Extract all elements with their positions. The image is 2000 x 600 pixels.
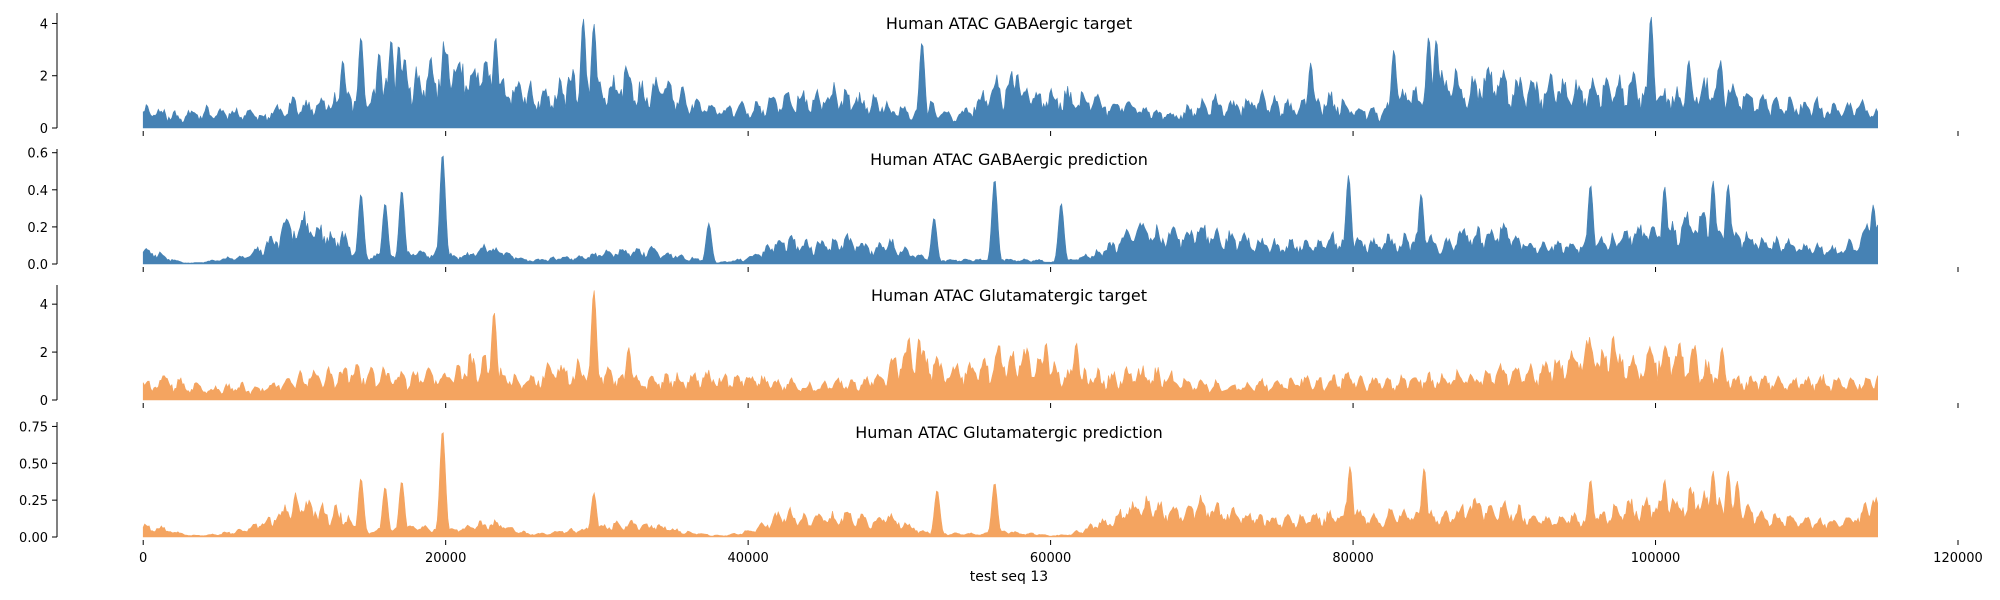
- x-tick-label-2: 20000: [425, 551, 466, 566]
- y-tick-label-2-1: 0.0: [27, 258, 48, 273]
- y-tick-label-1-1: 0: [40, 122, 48, 137]
- x-tick-label-1: 0: [139, 551, 147, 566]
- y-tick-label-2-4: 0.6: [27, 147, 48, 162]
- y-tick-label-2-3: 0.4: [27, 184, 48, 199]
- chart-panels: 024 Human ATAC GABAergic target0.00.20.40…: [19, 13, 1983, 566]
- x-tick-label-7: 120000: [1933, 551, 1983, 566]
- panel-title-2: Human ATAC GABAergic prediction: [870, 150, 1148, 169]
- chart-panel-2: 0.0 0.2 0.4 0.6 Human ATAC GABAergic predict…: [27, 147, 1959, 273]
- chart-panel-4: 0.00 0.25 0.50 0.75 Human ATAC Glutamatergic…: [19, 420, 1959, 546]
- y-tick-label-4-2: 0.25: [19, 494, 48, 509]
- panel-title-4: Human ATAC Glutamatergic prediction: [855, 423, 1163, 442]
- x-tick-label-5: 80000: [1332, 551, 1373, 566]
- y-tick-label-3-1: 0: [40, 394, 48, 409]
- y-tick-label-3-3: 4: [40, 298, 48, 313]
- y-tick-label-1-2: 2: [40, 70, 48, 85]
- panel-title-3: Human ATAC Glutamatergic target: [871, 286, 1147, 305]
- y-tick-label-4-3: 0.50: [19, 457, 48, 472]
- x-tick-label-6: 100000: [1631, 551, 1681, 566]
- area-series-2: [142, 155, 1878, 265]
- y-tick-label-1-3: 4: [40, 17, 48, 32]
- y-tick-label-2-2: 0.2: [27, 221, 48, 236]
- area-series-4: [142, 432, 1878, 538]
- area-series-3: [142, 290, 1878, 401]
- area-series-1: [142, 16, 1878, 129]
- x-tick-label-4: 60000: [1030, 551, 1071, 566]
- y-tick-label-4-4: 0.75: [19, 420, 48, 435]
- y-tick-label-4-1: 0.00: [19, 531, 48, 546]
- chart-panel-1: 0 2 4 Human ATAC GABAergic target: [40, 13, 1959, 137]
- x-tick-label-3: 40000: [727, 551, 768, 566]
- y-tick-label-3-2: 2: [40, 346, 48, 361]
- panel-title-1: Human ATAC GABAergic target: [886, 14, 1132, 33]
- chart-panel-3: 0 2 4 Human ATAC Glutamatergic target: [40, 285, 1959, 409]
- x-axis-label: test seq 13: [970, 569, 1048, 585]
